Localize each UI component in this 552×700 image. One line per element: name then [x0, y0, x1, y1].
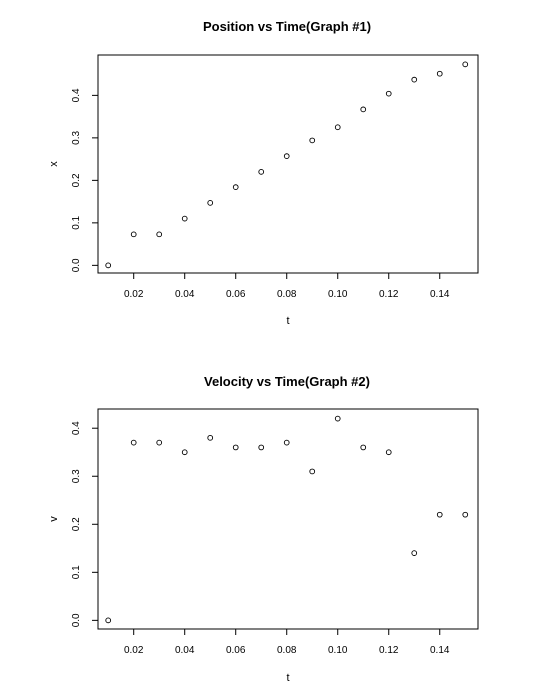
data-point: [105, 617, 112, 624]
data-point: [462, 511, 469, 518]
data-point: [411, 76, 418, 83]
data-points: [105, 61, 469, 269]
data-point: [385, 449, 392, 456]
data-point: [232, 444, 239, 451]
data-point: [462, 61, 469, 68]
x-tick-label: 0.10: [328, 289, 348, 300]
chart-velocity-vs-time: Velocity vs Time(Graph #2) 0.02 0.04 0.06 0…: [48, 374, 479, 684]
x-tick-label: 0.14: [430, 289, 450, 300]
y-tick-label: 0.2: [71, 173, 82, 187]
x-axis: 0.02 0.04 0.06 0.08 0.10 0.12 0.14: [124, 273, 450, 300]
x-axis-label: t: [286, 672, 289, 684]
y-axis-label: x: [48, 161, 60, 167]
y-tick-label: 0.0: [71, 258, 82, 272]
x-tick-label: 0.02: [124, 645, 144, 656]
y-tick-label: 0.1: [71, 565, 82, 579]
y-axis-label: v: [48, 516, 60, 522]
y-tick-label: 0.2: [71, 517, 82, 531]
data-point: [156, 231, 163, 238]
y-tick-label: 0.0: [71, 613, 82, 627]
data-point: [232, 184, 239, 191]
x-tick-label: 0.12: [379, 289, 399, 300]
data-point: [258, 444, 265, 451]
data-point: [207, 200, 214, 206]
x-tick-label: 0.06: [226, 289, 246, 300]
x-tick-label: 0.10: [328, 645, 348, 656]
data-point: [334, 415, 341, 422]
plot-frame: [97, 408, 479, 630]
y-axis: 0.0 0.1 0.2 0.3 0.4: [71, 421, 98, 627]
data-point: [436, 511, 443, 518]
x-axis: 0.02 0.04 0.06 0.08 0.10 0.12 0.14: [124, 629, 450, 656]
data-point: [130, 439, 137, 446]
data-point: [156, 439, 163, 446]
chart-title: Velocity vs Time(Graph #2): [204, 374, 370, 389]
x-tick-label: 0.14: [430, 645, 450, 656]
x-tick-label: 0.08: [277, 289, 297, 300]
x-tick-label: 0.04: [175, 289, 195, 300]
data-point: [411, 550, 418, 556]
data-point: [334, 124, 341, 131]
y-tick-label: 0.1: [71, 215, 82, 229]
y-tick-label: 0.3: [71, 469, 82, 483]
x-axis-label: t: [286, 315, 289, 327]
data-point: [130, 231, 137, 238]
y-tick-label: 0.3: [71, 130, 82, 144]
data-point: [283, 439, 290, 446]
plot-frame: [97, 54, 479, 274]
x-tick-label: 0.06: [226, 645, 246, 656]
y-tick-label: 0.4: [71, 421, 82, 435]
chart-position-vs-time: Position vs Time(Graph #1) 0.02 0.04 0.06 0…: [48, 19, 479, 327]
data-point: [207, 434, 214, 441]
x-tick-label: 0.02: [124, 289, 144, 300]
data-point: [181, 449, 188, 456]
data-point: [105, 262, 112, 269]
data-points: [105, 415, 469, 624]
data-point: [258, 169, 265, 175]
data-point: [309, 468, 316, 475]
data-point: [360, 106, 367, 113]
y-tick-label: 0.4: [71, 88, 82, 102]
data-point: [385, 90, 392, 97]
x-tick-label: 0.04: [175, 645, 195, 656]
x-tick-label: 0.08: [277, 645, 297, 656]
data-point: [436, 70, 443, 77]
data-point: [360, 444, 367, 451]
chart-title: Position vs Time(Graph #1): [203, 19, 371, 34]
data-point: [309, 137, 316, 144]
x-tick-label: 0.12: [379, 645, 399, 656]
y-axis: 0.0 0.1 0.2 0.3 0.4: [71, 88, 98, 272]
data-point: [181, 215, 188, 222]
data-point: [283, 153, 290, 159]
